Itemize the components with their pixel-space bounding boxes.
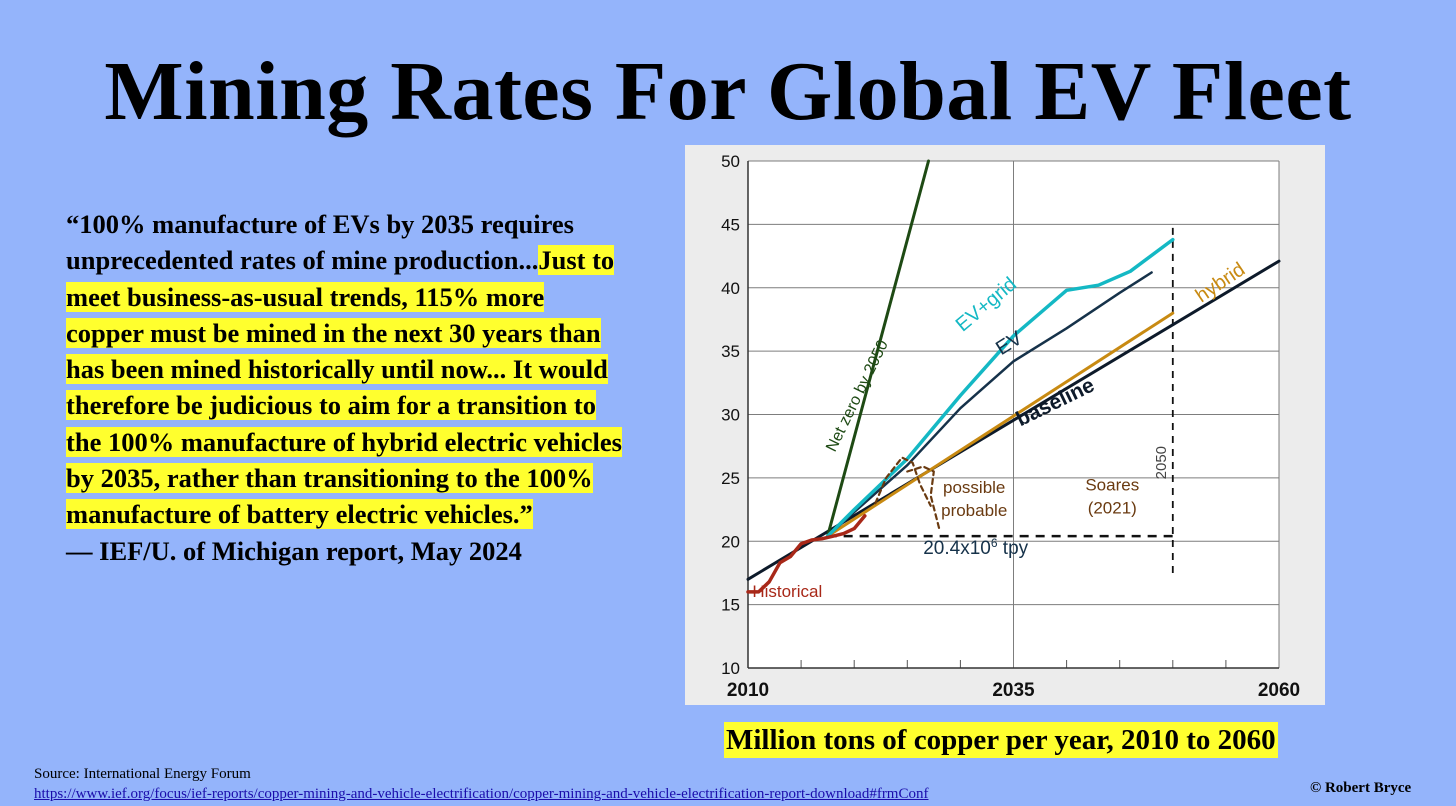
- annotation-soares-0: Soares: [1085, 476, 1139, 495]
- source-link[interactable]: https://www.ief.org/focus/ief-reports/co…: [34, 786, 929, 802]
- series-label-possible: possible: [943, 478, 1005, 497]
- series-line-historical: [746, 514, 867, 594]
- x-tick-label-2010: 2010: [727, 680, 769, 701]
- series-line-possible: [874, 456, 932, 507]
- y-tick-label-15: 15: [721, 596, 740, 615]
- y-tick-label-50: 50: [721, 152, 740, 171]
- series-line-hybrid: [826, 311, 1175, 538]
- quote-highlighted-text: Just to meet business-as-usual trends, 1…: [66, 245, 622, 530]
- quote-plain-text: “100% manufacture of EVs by 2035 require…: [66, 209, 574, 276]
- quote-attribution: — IEF/U. of Michigan report, May 2024: [66, 535, 522, 566]
- copyright: © Robert Bryce: [1310, 780, 1412, 796]
- y-tick-label-20: 20: [721, 532, 740, 551]
- x-tick-label-2060: 2060: [1258, 680, 1300, 701]
- page-title: Mining Rates For Global EV Fleet: [104, 45, 1352, 138]
- series-line-net-zero-by-2050: [826, 159, 930, 538]
- chart-caption: Million tons of copper per year, 2010 to…: [724, 722, 1278, 758]
- series-label-probable: probable: [941, 501, 1007, 520]
- series-line-ev: [826, 271, 1153, 538]
- annotation-soares-1: (2021): [1088, 498, 1137, 517]
- y-tick-label-35: 35: [721, 342, 740, 361]
- y-tick-label-40: 40: [721, 279, 740, 298]
- chart-panel: 10 15 20 25 30 35 40 45 50 2010 2035 2060 Net zero b…: [685, 145, 1325, 705]
- series-line-ev-grid: [825, 237, 1175, 538]
- reference-label-tpy: 20.4x106 tpy: [923, 536, 1028, 559]
- y-tick-label-45: 45: [721, 215, 740, 234]
- y-tick-label-25: 25: [721, 469, 740, 488]
- y-tick-label-10: 10: [721, 659, 740, 678]
- x-tick-label-2035: 2035: [992, 680, 1035, 701]
- source-label: Source:: [34, 766, 80, 782]
- series-line-probable: [906, 465, 941, 530]
- quote-block: “100% manufacture of EVs by 2035 require…: [66, 206, 626, 569]
- source-name: International Energy Forum: [83, 766, 251, 782]
- y-tick-label-30: 30: [721, 406, 740, 425]
- reference-label-2050: 2050: [1153, 446, 1170, 479]
- series-label-historical: Historical: [752, 582, 822, 601]
- source-line: Source: International Energy Forum: [34, 766, 251, 783]
